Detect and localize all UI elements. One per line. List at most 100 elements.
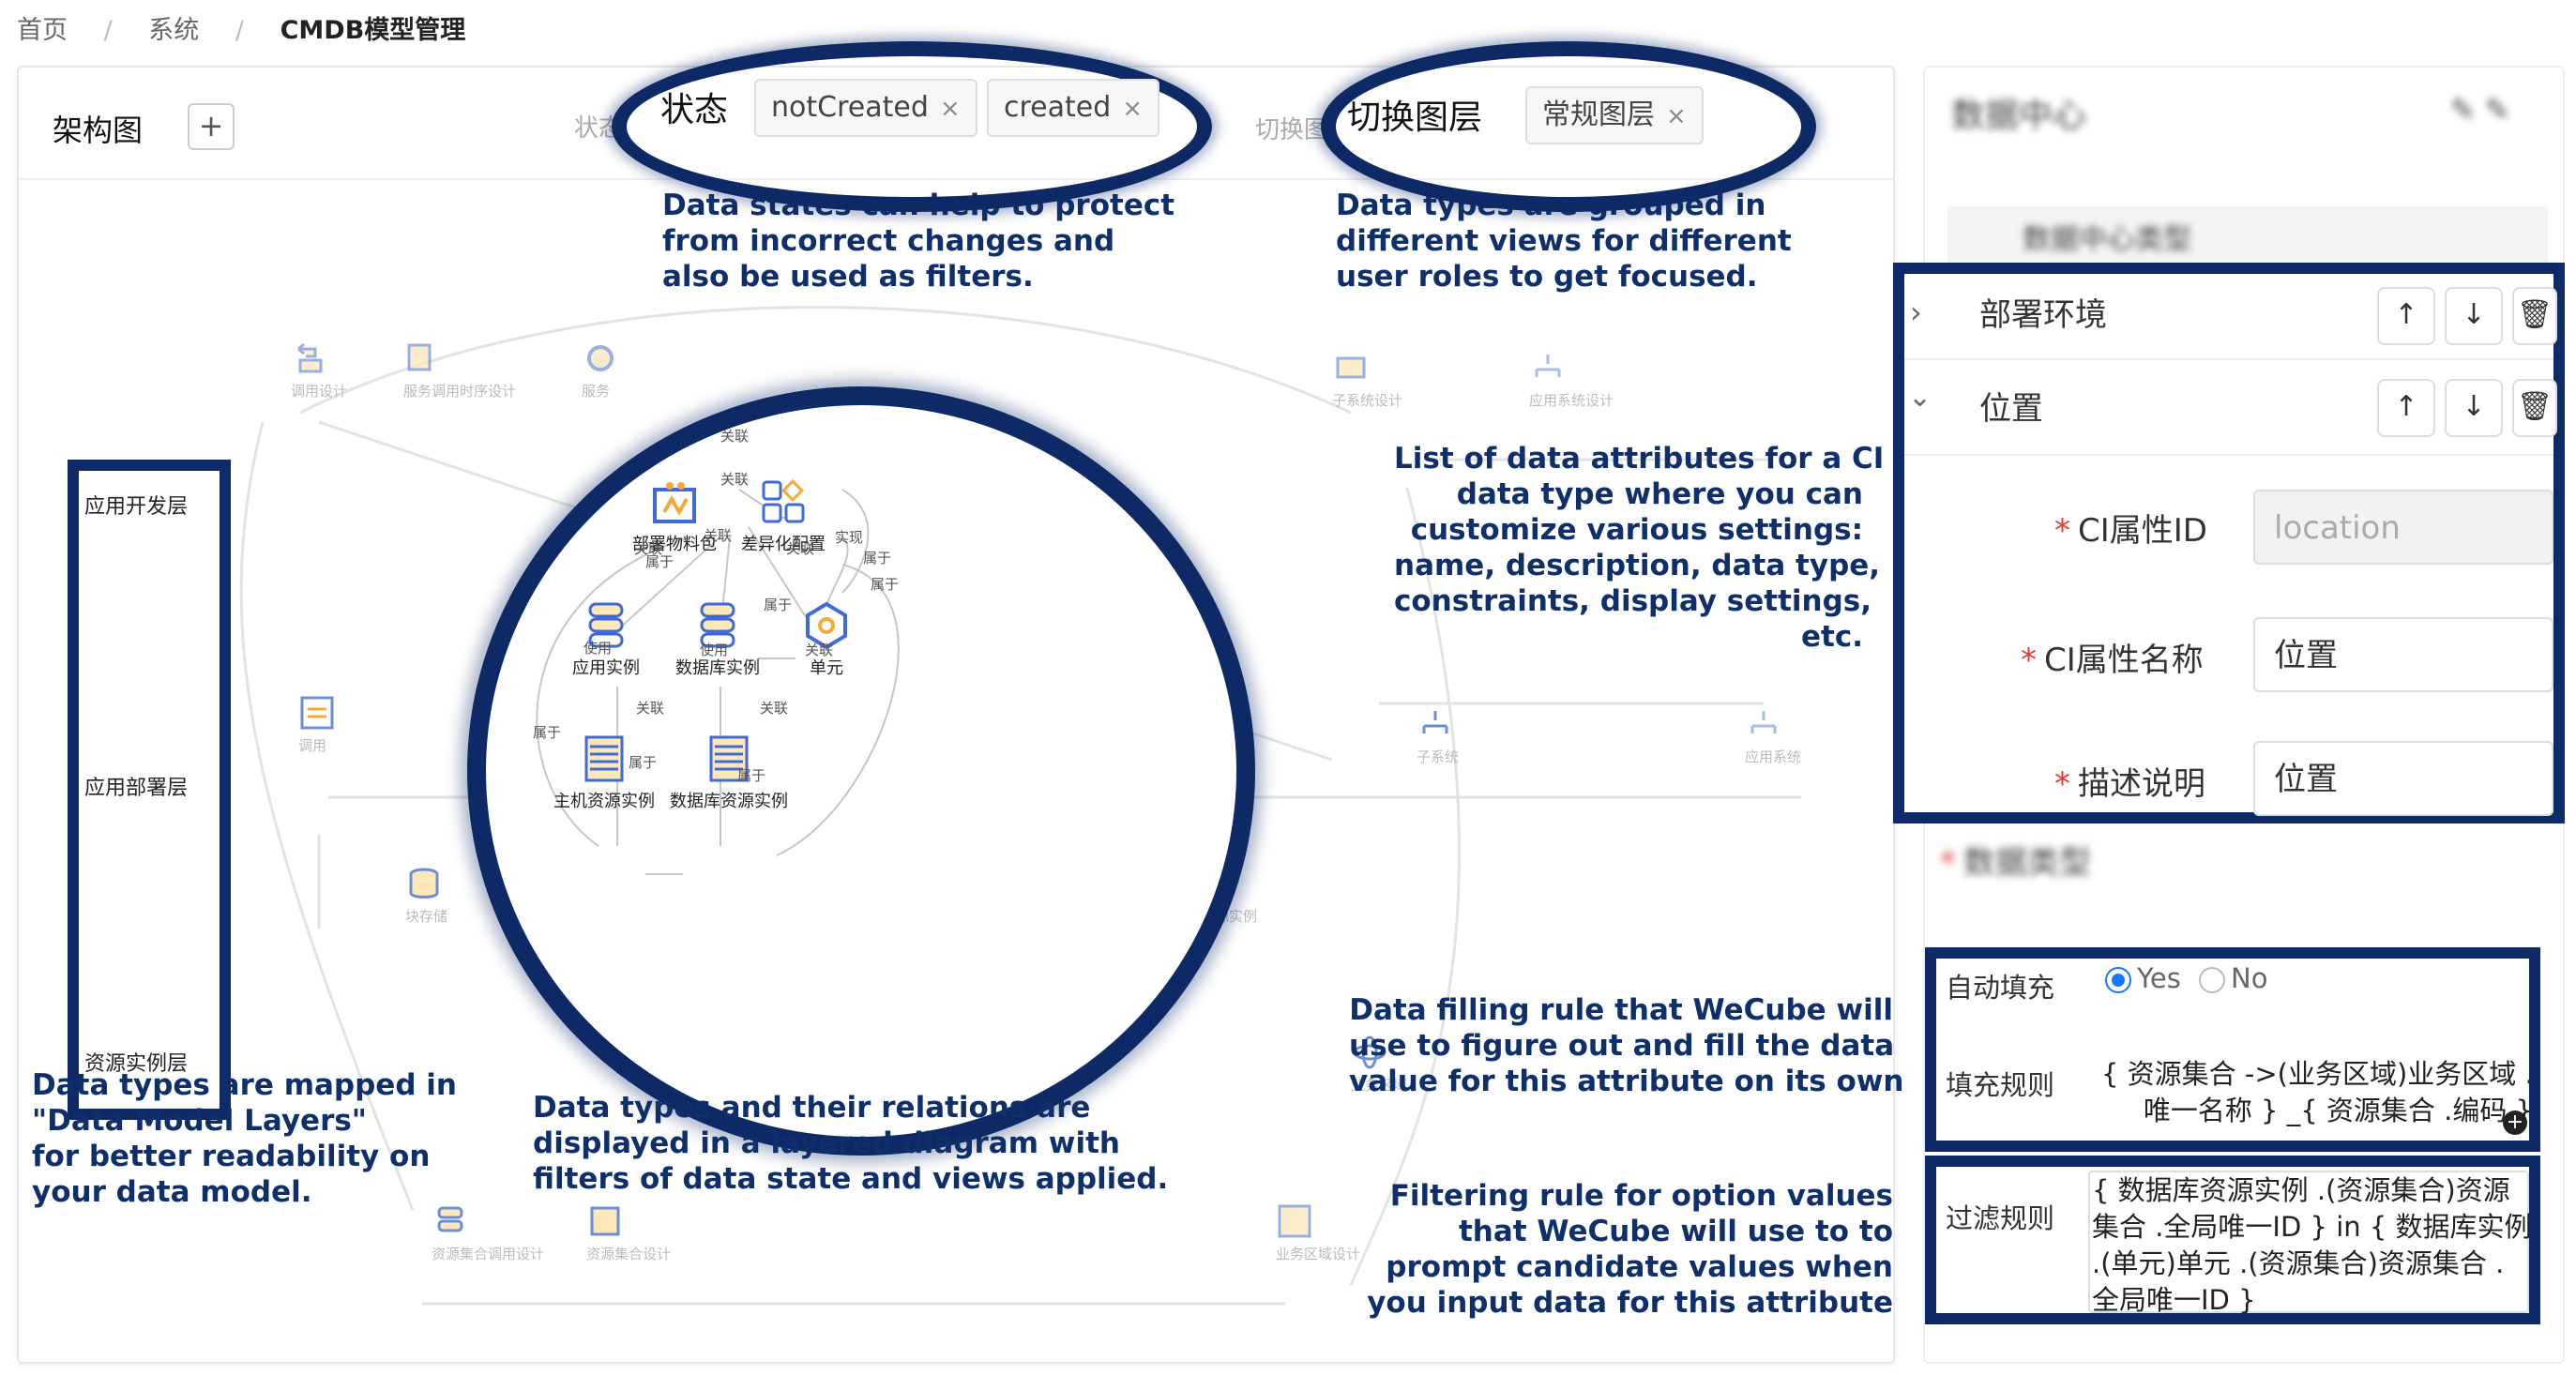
- node-label: 差异化配置: [741, 535, 826, 554]
- close-icon[interactable]: ×: [939, 95, 961, 123]
- field-label-ci-id: * CI属性ID: [2054, 505, 2207, 551]
- edge-label: 属于: [629, 754, 658, 771]
- close-icon[interactable]: ×: [1666, 102, 1687, 130]
- panel-header-blurred: 数据中心: [1951, 97, 2087, 135]
- edge-label: 关联: [805, 642, 834, 658]
- node-db-instance[interactable]: 数据库实例: [675, 600, 760, 679]
- edge-label: 关联: [704, 527, 733, 544]
- bg-node-label: 业务区域设计: [1276, 1246, 1361, 1262]
- chevron-right-icon[interactable]: ›: [1910, 295, 1922, 330]
- add-button[interactable]: +: [188, 103, 235, 150]
- bg-node-label: 服务: [582, 383, 611, 400]
- breadcrumb-separator: /: [235, 16, 244, 45]
- attr-row-location[interactable]: ⌄ 位置 ↑ ↓ 🗑: [1904, 360, 2557, 456]
- node-unit[interactable]: 单元: [801, 600, 852, 679]
- filter-rule-text: { 数据库资源实例 .(资源集合)资源 集合 .全局唯一ID } in { 数据…: [2092, 1174, 2532, 1316]
- layer-switch-label: 切换图层: [1347, 98, 1483, 137]
- bg-node-business-zone-design[interactable]: 业务区域设计: [1276, 1202, 1360, 1263]
- subsystem-design-icon: [1336, 356, 1366, 379]
- model-layers-box: 应用开发层 应用部署层 资源实例层: [68, 460, 231, 1120]
- move-down-button[interactable]: ↓: [2445, 379, 2503, 437]
- node-label: 数据库资源实例: [670, 792, 788, 811]
- db-instance-icon: [700, 602, 735, 648]
- ci-id-input[interactable]: location: [2253, 490, 2553, 565]
- delete-button[interactable]: 🗑: [2512, 379, 2557, 437]
- bg-node-label: 子系统: [1417, 748, 1460, 765]
- tag-text: notCreated: [771, 91, 929, 124]
- edge-label: 关联: [760, 700, 789, 717]
- field-label-ci-name: * CI属性名称: [2021, 634, 2204, 680]
- add-icon[interactable]: +: [2503, 1111, 2527, 1135]
- edge-label: 使用: [700, 642, 729, 658]
- field-label-text: CI属性名称: [2044, 642, 2204, 679]
- state-tag-created[interactable]: created ×: [987, 79, 1160, 137]
- radio-no[interactable]: [2199, 967, 2225, 993]
- bg-node-call[interactable]: 调用: [298, 694, 336, 755]
- bg-node-block-storage[interactable]: 块存储: [405, 865, 447, 926]
- layer-app-dev[interactable]: 应用开发层: [84, 495, 189, 519]
- node-db-resource[interactable]: 数据库资源实例: [670, 733, 788, 812]
- bg-node-call-design[interactable]: 调用设计: [291, 340, 347, 400]
- subsystem-icon: [1422, 711, 1448, 733]
- state-tag-notcreated[interactable]: notCreated ×: [754, 79, 977, 137]
- move-down-button[interactable]: ↓: [2445, 287, 2503, 345]
- delete-button[interactable]: 🗑: [2512, 287, 2557, 345]
- bg-node-label: 调用设计: [291, 383, 348, 400]
- edge-label: 关联: [636, 700, 665, 717]
- breadcrumb-separator: /: [103, 16, 113, 45]
- node-label: 主机资源实例: [553, 792, 655, 811]
- server-icon: [709, 735, 749, 782]
- diff-config-icon: [762, 478, 805, 523]
- autofill-no[interactable]: No: [2199, 962, 2267, 994]
- node-deploy-package[interactable]: 部署物料包: [632, 476, 717, 555]
- node-diff-config[interactable]: 差异化配置: [741, 476, 826, 555]
- stack-icon: [437, 1206, 463, 1232]
- filter-rule-label: 过滤规则: [1946, 1202, 2055, 1234]
- bg-node-label: 应用系统: [1745, 748, 1802, 765]
- description-input[interactable]: 位置: [2253, 741, 2553, 816]
- move-up-button[interactable]: ↑: [2377, 287, 2435, 345]
- tag-text: 常规图层: [1542, 98, 1655, 131]
- attr-row-deploy-env[interactable]: › 部署环境 ↑ ↓ 🗑: [1904, 274, 2557, 360]
- bg-node-subsystem[interactable]: 子系统: [1417, 705, 1459, 766]
- filter-rule-box: 过滤规则 { 数据库资源实例 .(资源集合)资源 集合 .全局唯一ID } in…: [1925, 1156, 2540, 1324]
- chevron-down-icon[interactable]: ⌄: [1908, 381, 1932, 414]
- bg-node-business-zone[interactable]: 业务区域: [1351, 1034, 1407, 1095]
- bg-node-subsystem-design[interactable]: 子系统设计: [1332, 349, 1402, 410]
- field-label-text: 描述说明: [2078, 765, 2205, 803]
- bg-node-label: 子系统设计: [1332, 392, 1403, 409]
- bg-node-app-system[interactable]: 应用系统: [1745, 705, 1801, 766]
- bg-node-label: 块存储: [405, 908, 448, 925]
- close-icon[interactable]: ×: [1122, 95, 1144, 123]
- ci-name-input[interactable]: 位置: [2253, 617, 2553, 692]
- bg-node-resource-set-design[interactable]: 资源集合设计: [586, 1202, 671, 1263]
- package-icon: [653, 482, 696, 523]
- chart-icon: [590, 1206, 620, 1236]
- edge-label: 实现: [835, 529, 864, 546]
- bg-node-service-seq[interactable]: 服务调用时序设计: [403, 340, 516, 400]
- layer-resource-instance[interactable]: 资源实例层: [84, 1052, 189, 1076]
- node-app-instance[interactable]: 应用实例: [572, 600, 640, 679]
- breadcrumb-system[interactable]: 系统: [148, 16, 200, 45]
- bg-node-label: 调用: [298, 737, 327, 754]
- move-up-button[interactable]: ↑: [2377, 379, 2435, 437]
- filter-rule-textarea[interactable]: { 数据库资源实例 .(资源集合)资源 集合 .全局唯一ID } in { 数据…: [2088, 1171, 2532, 1316]
- node-label: 数据库实例: [675, 658, 760, 678]
- layer-tag-normal[interactable]: 常规图层 ×: [1525, 86, 1704, 144]
- fill-rule-editor[interactable]: { 资源集合 ->(业务区域)业务区域 . 唯一名称 } _{ 资源集合 .编码…: [2101, 1058, 2534, 1126]
- blurred-field-row: * 数据类型: [1940, 837, 2540, 893]
- required-mark: *: [2021, 642, 2037, 679]
- bg-node-app-system-design[interactable]: 应用系统设计: [1529, 349, 1614, 410]
- node-host-resource[interactable]: 主机资源实例: [553, 733, 655, 812]
- edge-label: 属于: [533, 724, 562, 741]
- note-attributes: List of data attributes for a CI data ty…: [1394, 442, 1885, 654]
- breadcrumb-home[interactable]: 首页: [17, 16, 68, 45]
- edit-icon[interactable]: ✎ ✎: [2450, 92, 2510, 128]
- note-filling-rule: Data filling rule that WeCube will use t…: [1349, 993, 1904, 1098]
- required-mark: *: [2054, 765, 2070, 803]
- layer-app-deploy[interactable]: 应用部署层: [84, 777, 189, 800]
- radio-yes[interactable]: [2105, 967, 2131, 993]
- bg-node-resource-set-call-design[interactable]: 资源集合调用设计: [432, 1202, 544, 1263]
- autofill-yes[interactable]: Yes: [2105, 962, 2181, 994]
- bg-node-service[interactable]: 服务: [582, 340, 619, 400]
